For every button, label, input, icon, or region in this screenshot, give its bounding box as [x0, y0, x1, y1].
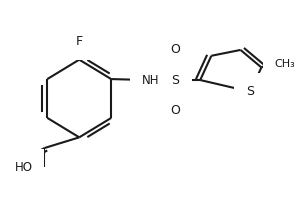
Text: S: S	[246, 85, 254, 98]
Text: O: O	[170, 104, 180, 117]
Text: F: F	[76, 35, 83, 48]
Text: CH₃: CH₃	[274, 59, 295, 69]
Text: S: S	[171, 73, 179, 86]
Text: O: O	[15, 152, 25, 165]
Text: HO: HO	[15, 161, 33, 174]
Text: NH: NH	[141, 73, 159, 86]
Text: O: O	[170, 43, 180, 56]
